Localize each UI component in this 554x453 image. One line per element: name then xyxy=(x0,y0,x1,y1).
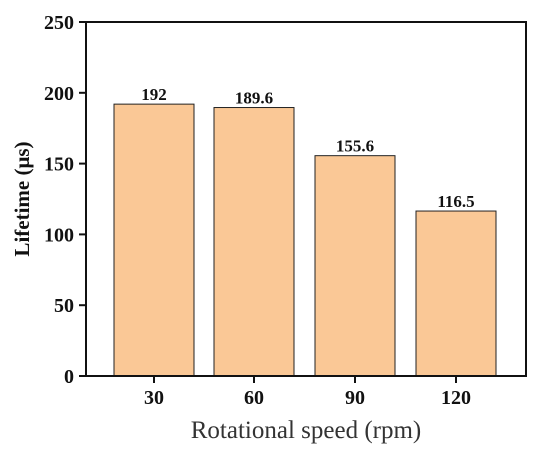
x-tick-label-30: 30 xyxy=(144,387,164,409)
data-label-30: 192 xyxy=(141,85,167,104)
y-axis-ticks: 0 50 100 150 200 250 xyxy=(44,12,86,388)
x-tick-label-90: 90 xyxy=(345,387,365,409)
y-axis-title: Lifetime (μs) xyxy=(10,141,34,256)
bar-120 xyxy=(415,210,497,377)
data-labels-group: 192 189.6 155.6 116.5 xyxy=(141,85,474,211)
x-tick-label-60: 60 xyxy=(244,387,264,409)
y-tick-label-50: 50 xyxy=(54,295,74,317)
y-tick-label-250: 250 xyxy=(44,12,74,34)
y-tick-label-100: 100 xyxy=(44,224,74,246)
y-tick-label-150: 150 xyxy=(44,154,74,176)
x-tick-label-120: 120 xyxy=(441,387,471,409)
bar-30 xyxy=(113,103,195,377)
x-axis-ticks: 30 60 90 120 xyxy=(144,376,471,409)
y-tick-label-0: 0 xyxy=(64,366,74,388)
data-label-90: 155.6 xyxy=(336,137,374,156)
data-label-60: 189.6 xyxy=(235,89,273,108)
bar-60 xyxy=(213,107,295,377)
bar-90 xyxy=(314,155,396,377)
y-tick-label-200: 200 xyxy=(44,83,74,105)
data-label-120: 116.5 xyxy=(437,192,474,211)
x-axis-title: Rotational speed (rpm) xyxy=(191,417,422,444)
bars-group xyxy=(113,103,497,377)
plot-frame xyxy=(85,21,527,377)
